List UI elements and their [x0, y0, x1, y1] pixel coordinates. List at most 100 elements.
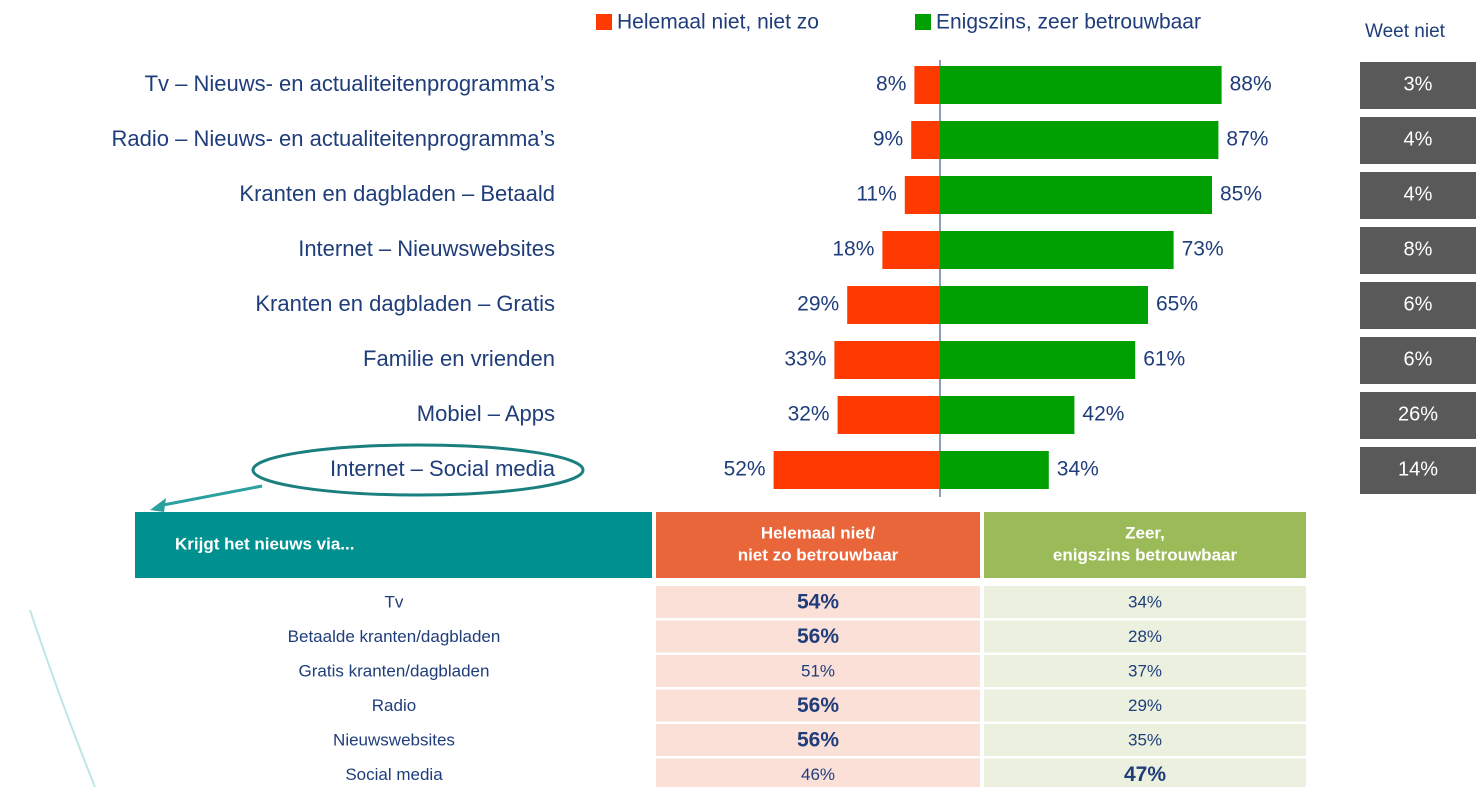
table-header-cell: [656, 512, 980, 578]
dont-know-box: [1360, 117, 1476, 164]
bar: [911, 121, 940, 159]
value-label: 32%: [788, 403, 830, 426]
value-label: 61%: [1143, 348, 1185, 371]
table-header-cell: [984, 512, 1306, 578]
table-cell-text: 51%: [801, 661, 835, 680]
highlight-arrow: [157, 484, 263, 508]
bar: [940, 286, 1148, 324]
table-header-cell: [135, 512, 652, 578]
bar: [940, 231, 1174, 269]
dont-know-label: 8%: [1404, 238, 1433, 260]
table-cell: [656, 586, 980, 618]
table-cell-text: Nieuwswebsites: [333, 730, 455, 749]
legend-label: Enigszins, zeer betrouwbaar: [936, 11, 1201, 34]
bar: [940, 176, 1212, 214]
table-header-text: niet zo betrouwbaar: [738, 545, 899, 564]
dont-know-label: 4%: [1404, 183, 1433, 205]
category-label: Kranten en dagbladen – Gratis: [255, 291, 555, 316]
bar: [834, 341, 940, 379]
dont-know-label: 26%: [1398, 403, 1438, 425]
value-label: 8%: [876, 73, 906, 96]
table-cell: [984, 724, 1306, 756]
value-label: 88%: [1230, 73, 1272, 96]
bar: [773, 451, 940, 489]
value-label: 18%: [832, 238, 874, 261]
table-cell-text: 56%: [797, 694, 839, 717]
table-cell-text: 54%: [797, 591, 839, 614]
table-cell-text: Social media: [345, 765, 443, 784]
table-header-text: Zeer,: [1125, 523, 1165, 542]
highlight-ellipse: [251, 443, 585, 497]
dont-know-label: 4%: [1404, 128, 1433, 150]
value-label: 42%: [1082, 403, 1124, 426]
dont-know-box: [1360, 62, 1476, 109]
dont-know-box: [1360, 337, 1476, 384]
bar: [940, 451, 1049, 489]
value-label: 73%: [1182, 238, 1224, 261]
dont-know-box: [1360, 172, 1476, 219]
bar: [940, 396, 1075, 434]
dont-know-title: Weet niet: [1365, 21, 1446, 42]
table-cell: [656, 655, 980, 687]
bar: [837, 396, 940, 434]
table-cell-text: Tv: [385, 592, 404, 611]
value-label: 85%: [1220, 183, 1262, 206]
bar: [882, 231, 940, 269]
category-label: Familie en vrienden: [363, 346, 555, 371]
dont-know-label: 3%: [1404, 73, 1433, 95]
bar: [940, 66, 1222, 104]
table-cell-text: 56%: [797, 625, 839, 648]
bar: [914, 66, 940, 104]
dont-know-box: [1360, 282, 1476, 329]
table-cell-text: 35%: [1128, 730, 1162, 749]
dont-know-box: [1360, 447, 1476, 494]
category-label: Mobiel – Apps: [417, 401, 555, 426]
table-cell-text: 37%: [1128, 661, 1162, 680]
dont-know-box: [1360, 392, 1476, 439]
bar: [904, 176, 940, 214]
table-cell: [656, 724, 980, 756]
table-cell-text: Radio: [372, 696, 416, 715]
table-cell-text: Gratis kranten/dagbladen: [299, 661, 490, 680]
value-label: 29%: [797, 293, 839, 316]
table-cell-text: 34%: [1128, 592, 1162, 611]
category-label: Tv – Nieuws- en actualiteitenprogramma’s: [145, 71, 555, 96]
table-cell-text: 29%: [1128, 696, 1162, 715]
value-label: 33%: [784, 348, 826, 371]
table-cell: [984, 620, 1306, 653]
bar: [940, 121, 1219, 159]
table-header-text: enigszins betrouwbaar: [1053, 545, 1238, 564]
category-label: Kranten en dagbladen – Betaald: [239, 181, 555, 206]
bar: [940, 341, 1136, 379]
table-cell-text: Betaalde kranten/dagbladen: [288, 627, 501, 646]
legend-swatch: [915, 14, 931, 30]
table-cell: [984, 689, 1306, 722]
dont-know-label: 6%: [1404, 293, 1433, 315]
dont-know-label: 6%: [1404, 348, 1433, 370]
table-cell-text: 56%: [797, 729, 839, 752]
value-label: 87%: [1226, 128, 1268, 151]
category-label: Internet – Nieuwswebsites: [298, 236, 555, 261]
table-header-text: Krijgt het nieuws via...: [175, 534, 354, 553]
table-cell: [984, 586, 1306, 618]
legend-label: Helemaal niet, niet zo: [617, 11, 819, 34]
table-cell: [984, 758, 1306, 787]
arrow-head: [150, 498, 166, 512]
table-cell: [656, 620, 980, 653]
decor-arc: [29, 609, 96, 787]
value-label: 11%: [856, 183, 896, 206]
table-cell: [984, 655, 1306, 687]
table-cell-text: 47%: [1124, 763, 1166, 786]
value-label: 34%: [1057, 458, 1099, 481]
table-cell: [656, 689, 980, 722]
value-label: 9%: [873, 128, 903, 151]
table-header-text: Helemaal niet/: [761, 523, 876, 542]
table-cell-text: 46%: [801, 765, 835, 784]
dont-know-box: [1360, 227, 1476, 274]
bar: [847, 286, 940, 324]
dont-know-label: 14%: [1398, 458, 1438, 480]
table-cell-text: 28%: [1128, 627, 1162, 646]
category-label: Radio – Nieuws- en actualiteitenprogramm…: [112, 126, 555, 151]
legend-swatch: [596, 14, 612, 30]
